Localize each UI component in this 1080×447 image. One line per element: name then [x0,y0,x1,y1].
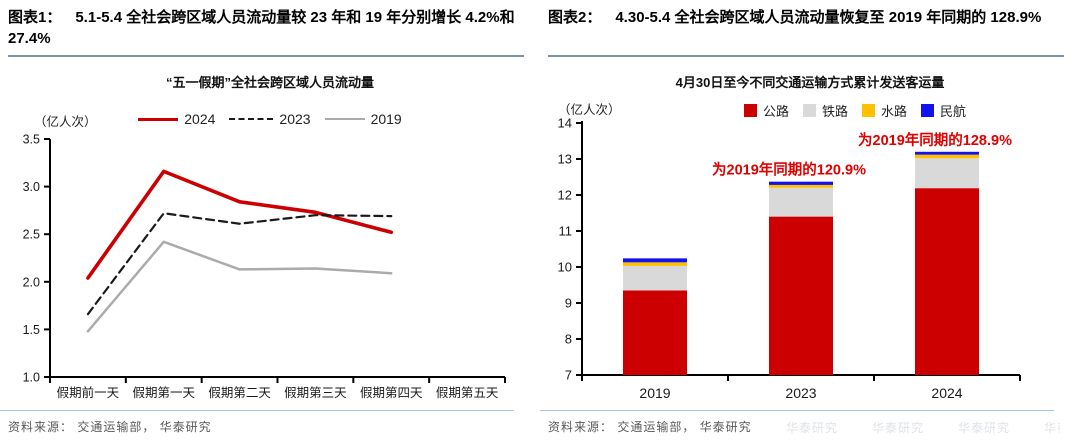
figure-2-tag: 图表2： [548,9,602,26]
legend-item-2019: 2019 [324,111,402,127]
x-axis-ticks [49,377,506,383]
line-chart-legend: 2024 2023 2019 [0,110,540,128]
svg-text:3.5: 3.5 [23,133,40,147]
svg-text:2.0: 2.0 [23,275,40,289]
legend-swatch-rail [802,103,816,117]
bar-segment-road-2023 [769,216,833,375]
bar-segment-water-2023 [769,184,833,188]
legend-item-rail: 铁路 [802,101,848,120]
line-series-y2024 [86,169,394,280]
y-axis-ticks: 7 8 9 10 11 12 13 14 [558,116,582,383]
svg-text:9: 9 [565,296,572,311]
bars [623,151,979,375]
annotation-text: 为2019年同期的120.9% [712,161,866,179]
svg-text:8: 8 [565,332,572,347]
legend-item-2024: 2024 [138,111,215,127]
legend-label-rail: 铁路 [821,103,848,119]
legend-item-air: 民航 [921,101,966,120]
x-axis-labels: 假期前一天 假期第一天 假期第二天 假期第三天 假期第四天 假期第五天 [57,385,499,400]
legend-item-water: 水路 [862,101,907,120]
source-text: 资料来源： 交通运输部， 华泰研究 [548,420,752,434]
bar-segment-air-2023 [769,181,833,185]
bar-chart-unit-label: （亿人次） [558,103,621,117]
bar-annotations: 为2019年同期的120.9% 为2019年同期的128.9% [712,131,1012,179]
legend-line-sample-2019 [324,118,365,120]
svg-text:假期第一天: 假期第一天 [132,386,195,400]
bar-chart-legend: 公路 铁路 水路 民航 [630,101,1080,119]
svg-text:2019: 2019 [639,385,670,401]
source-divider [0,410,514,411]
bar-segment-water-2019 [623,262,687,266]
svg-text:假期第三天: 假期第三天 [284,386,347,400]
line-series-y2023 [86,212,393,316]
bar-segment-road-2019 [623,290,687,375]
svg-text:11: 11 [559,224,573,239]
source-divider [540,410,1054,411]
svg-text:10: 10 [558,260,572,275]
bar-segment-air-2024 [915,151,979,155]
legend-swatch-air [921,103,935,117]
annotation-text: 为2019年同期的128.9% [858,131,1012,149]
bar-chart-svg: 7 8 9 10 11 12 13 14 2019 2023 2024 为2019年同期的120.9%… [558,116,1021,401]
legend-label-water: 水路 [881,103,908,119]
bar-segment-water-2024 [915,154,979,159]
bar-chart-title: 4月30日至今不同交通运输方式累计发送客运量 [675,75,945,90]
line-series-y2019 [86,240,393,333]
svg-text:13: 13 [558,152,572,167]
figure-1-panel: 图表1： 5.1-5.4 全社会跨区域人员流动量较 23 年和 19 年分别增长 … [0,0,540,434]
line-chart-title: “五一假期”全社会跨区域人员流动量 [165,75,374,90]
figure-2-header: 图表2： 4.30-5.4 全社会跨区域人员流动量恢复至 2019 年同期的 12… [548,0,1064,57]
bar-segment-rail-2023 [769,187,833,217]
figure-1-tag: 图表1： [8,9,62,26]
legend-line-sample-2024 [138,117,179,121]
legend-swatch-road [743,103,757,117]
svg-text:14: 14 [558,116,572,131]
svg-text:假期第四天: 假期第四天 [360,386,423,400]
legend-label-road: 公路 [762,103,789,119]
figure-1-header: 图表1： 5.1-5.4 全社会跨区域人员流动量较 23 年和 19 年分别增长 … [8,0,524,57]
x-axis-labels: 2019 2023 2024 [639,385,962,401]
legend-label-air: 民航 [940,103,967,119]
x-axis-ticks [581,375,1021,381]
bar-segment-rail-2019 [623,265,687,291]
legend-item-2023: 2023 [229,111,311,127]
svg-text:2024: 2024 [931,385,962,401]
bar-segment-air-2019 [623,258,687,263]
line-chart-unit-label: （亿人次） [34,115,97,129]
figure-2-title: 4.30-5.4 全社会跨区域人员流动量恢复至 2019 年同期的 128.9% [615,9,1042,26]
legend-label-2024: 2024 [184,111,216,127]
svg-text:1.5: 1.5 [23,323,40,337]
y-axis-ticks: 1.0 1.5 2.0 2.5 3.0 3.5 [23,133,50,385]
source-text: 资料来源： 交通运输部， 华泰研究 [8,420,212,434]
legend-label-2023: 2023 [279,111,311,127]
svg-text:7: 7 [565,368,572,383]
svg-text:1.0: 1.0 [23,371,40,385]
svg-text:假期第五天: 假期第五天 [436,386,499,400]
bar-segment-rail-2024 [915,158,979,189]
legend-line-sample-2023 [229,118,274,120]
svg-text:2.5: 2.5 [23,228,40,242]
svg-text:3.0: 3.0 [23,180,40,194]
svg-text:12: 12 [558,188,572,203]
legend-swatch-water [862,103,875,117]
svg-text:假期前一天: 假期前一天 [57,385,120,400]
axes [49,139,505,378]
legend-label-2019: 2019 [370,111,402,127]
figure-2-panel: 图表2： 4.30-5.4 全社会跨区域人员流动量恢复至 2019 年同期的 12… [540,0,1080,447]
svg-text:假期第二天: 假期第二天 [208,386,271,400]
figure-1-title: 5.1-5.4 全社会跨区域人员流动量较 23 年和 19 年分别增长 4.2%… [8,9,515,47]
svg-text:2023: 2023 [785,385,816,401]
bar-segment-road-2024 [915,188,979,375]
legend-item-road: 公路 [743,101,789,120]
